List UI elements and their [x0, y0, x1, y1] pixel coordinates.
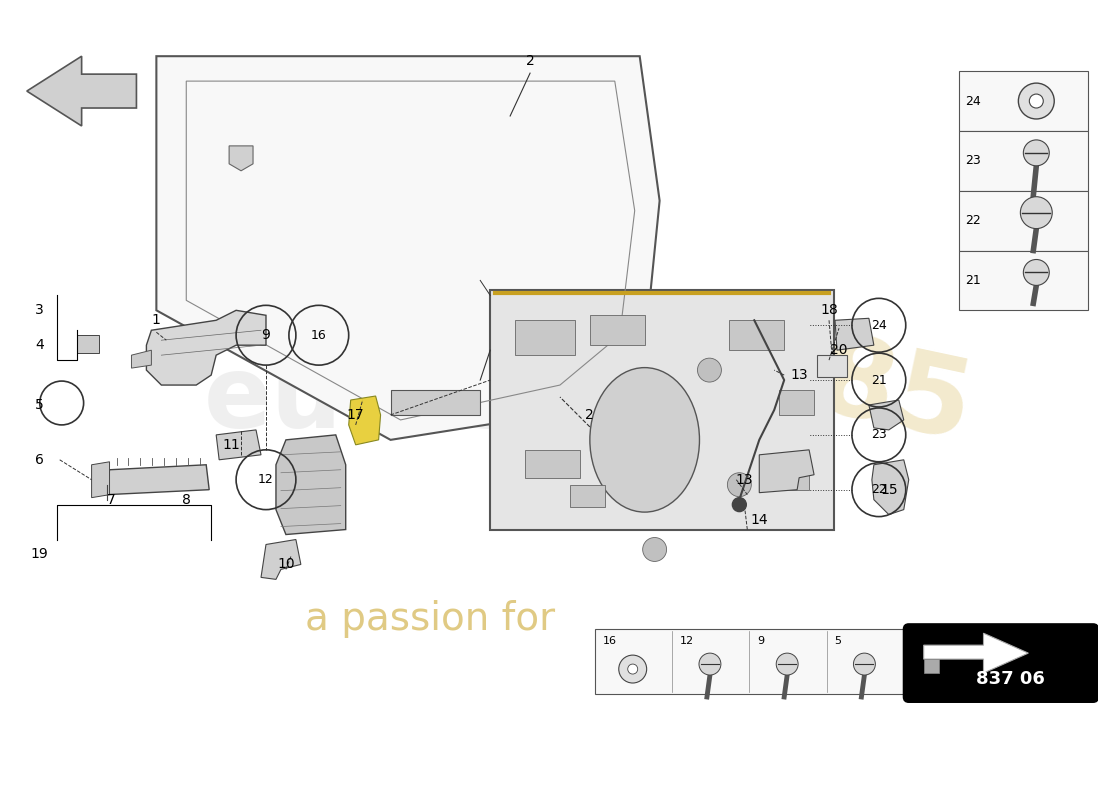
Bar	[958, 250, 1088, 310]
Text: 21: 21	[871, 374, 887, 386]
Polygon shape	[91, 462, 110, 498]
Text: 2: 2	[526, 54, 535, 68]
Text: 23: 23	[965, 154, 980, 167]
Bar	[590, 315, 645, 345]
Circle shape	[642, 538, 667, 562]
Polygon shape	[924, 659, 938, 673]
Text: 13: 13	[736, 473, 754, 486]
Text: 5: 5	[835, 636, 842, 646]
Bar	[769, 460, 810, 490]
Text: 24: 24	[965, 94, 980, 107]
Text: 23: 23	[871, 428, 887, 442]
Text: 1985: 1985	[657, 296, 981, 465]
Circle shape	[628, 664, 638, 674]
Bar	[595, 630, 904, 694]
Polygon shape	[835, 318, 873, 350]
Bar	[958, 131, 1088, 190]
Text: 7: 7	[107, 493, 116, 506]
Circle shape	[727, 473, 751, 497]
Polygon shape	[217, 430, 261, 460]
Text: 8: 8	[182, 493, 190, 506]
Text: 1: 1	[152, 314, 161, 327]
Polygon shape	[759, 450, 814, 493]
Text: 15: 15	[880, 482, 898, 497]
Text: 5: 5	[35, 398, 44, 412]
Text: 21: 21	[965, 274, 980, 287]
Text: 16: 16	[603, 636, 617, 646]
Text: 17: 17	[346, 408, 364, 422]
Polygon shape	[26, 56, 136, 126]
Polygon shape	[107, 465, 209, 494]
Text: 19: 19	[31, 547, 48, 562]
Bar	[515, 320, 575, 355]
Text: 22: 22	[871, 483, 887, 496]
Circle shape	[777, 653, 799, 675]
Bar	[77, 335, 99, 353]
Text: 20: 20	[830, 343, 848, 357]
Polygon shape	[349, 396, 381, 445]
Text: 14: 14	[750, 513, 768, 526]
Circle shape	[854, 653, 876, 675]
Text: 837 06: 837 06	[976, 670, 1045, 688]
Text: 10: 10	[277, 558, 295, 571]
Text: 6: 6	[35, 453, 44, 466]
Circle shape	[619, 655, 647, 683]
Polygon shape	[229, 146, 253, 170]
Circle shape	[698, 653, 720, 675]
Text: 11: 11	[222, 438, 240, 452]
Bar	[570, 485, 605, 506]
Ellipse shape	[590, 368, 700, 512]
Bar	[817, 355, 847, 377]
Text: 9: 9	[757, 636, 764, 646]
Bar	[958, 71, 1088, 131]
Circle shape	[1021, 197, 1053, 229]
Text: 13: 13	[790, 368, 807, 382]
Circle shape	[1019, 83, 1054, 119]
Circle shape	[697, 358, 722, 382]
Polygon shape	[132, 350, 152, 368]
Polygon shape	[924, 633, 1028, 673]
Text: 12: 12	[680, 636, 694, 646]
Text: a passion for: a passion for	[306, 600, 556, 638]
Text: 2: 2	[585, 408, 594, 422]
Text: 9: 9	[262, 328, 271, 342]
Bar	[525, 450, 580, 478]
Text: 16: 16	[311, 329, 327, 342]
FancyBboxPatch shape	[904, 624, 1098, 702]
Polygon shape	[872, 460, 909, 514]
Polygon shape	[146, 310, 266, 385]
Circle shape	[733, 498, 746, 512]
Bar	[729, 320, 784, 350]
Text: eurospares: eurospares	[204, 351, 836, 449]
Circle shape	[1030, 94, 1043, 108]
Bar	[779, 390, 814, 415]
Bar	[958, 190, 1088, 250]
Polygon shape	[156, 56, 660, 440]
Text: 24: 24	[871, 318, 887, 332]
Circle shape	[1023, 259, 1049, 286]
Text: 18: 18	[821, 303, 838, 318]
Text: 12: 12	[258, 474, 274, 486]
Circle shape	[1023, 140, 1049, 166]
Bar	[491, 290, 834, 530]
Text: 4: 4	[35, 338, 44, 352]
Polygon shape	[276, 435, 345, 534]
Polygon shape	[261, 539, 301, 579]
Text: 3: 3	[35, 303, 44, 318]
Polygon shape	[869, 400, 904, 430]
Text: 22: 22	[965, 214, 980, 227]
Polygon shape	[390, 390, 481, 415]
